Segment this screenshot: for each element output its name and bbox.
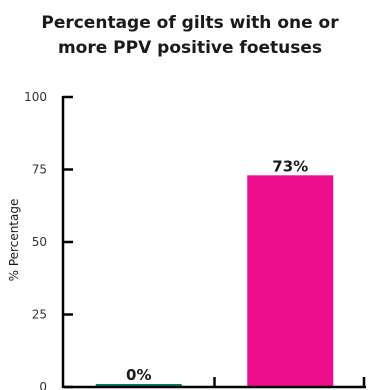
bars bbox=[95, 175, 334, 387]
bar bbox=[95, 384, 182, 387]
bar-data-label: 73% bbox=[272, 157, 308, 175]
bar-data-label: 0% bbox=[126, 366, 151, 384]
chart-title-line-1: Percentage of gilts with one or bbox=[41, 13, 339, 33]
y-tick-label: 0 bbox=[39, 380, 47, 390]
chart-title: Percentage of gilts with one or more PPV… bbox=[41, 13, 339, 58]
y-tick-label: 25 bbox=[32, 308, 47, 322]
y-axis-label: % Percentage bbox=[7, 199, 21, 282]
data-labels: 0% 73% bbox=[126, 157, 308, 384]
y-axis-ticks: 0 25 50 75 100 bbox=[24, 90, 73, 390]
chart-title-line-2: more PPV positive foetuses bbox=[58, 38, 322, 58]
y-tick-label: 50 bbox=[32, 235, 47, 249]
bar bbox=[247, 175, 334, 387]
x-axis-ticks bbox=[213, 377, 366, 387]
y-tick-label: 100 bbox=[24, 90, 47, 104]
y-tick-label: 75 bbox=[32, 163, 47, 177]
